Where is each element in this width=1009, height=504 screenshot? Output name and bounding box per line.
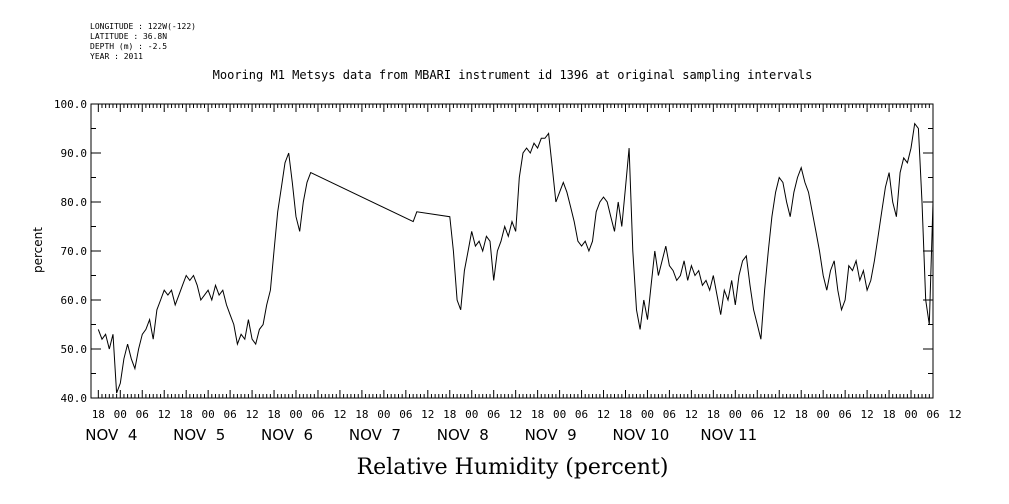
- y-tick-label: 90.0: [61, 147, 88, 160]
- x-tick-label: 18: [267, 408, 280, 421]
- x-day-label: NOV 6: [261, 426, 313, 444]
- chart-title: Mooring M1 Metsys data from MBARI instru…: [212, 68, 813, 82]
- x-tick-label: 12: [158, 408, 171, 421]
- plot-frame: [90, 103, 934, 399]
- y-tick-label: 50.0: [61, 343, 88, 356]
- x-tick-label: 06: [399, 408, 412, 421]
- x-day-label: NOV 5: [173, 426, 225, 444]
- x-tick-label: 12: [685, 408, 698, 421]
- x-tick-label: 06: [926, 408, 939, 421]
- x-tick-label: 00: [553, 408, 566, 421]
- longitude-text: LONGITUDE : 122W(-122): [90, 22, 196, 31]
- x-tick-label: 06: [136, 408, 149, 421]
- x-axis-label: Relative Humidity (percent): [356, 455, 669, 480]
- y-tick-label: 80.0: [61, 196, 88, 209]
- x-tick-label: 06: [311, 408, 324, 421]
- x-tick-label: 00: [289, 408, 302, 421]
- x-day-label: NOV 10: [612, 426, 669, 444]
- x-tick-label: 00: [904, 408, 917, 421]
- x-tick-label: 06: [487, 408, 500, 421]
- x-tick-label: 18: [619, 408, 632, 421]
- x-tick-label: 18: [707, 408, 720, 421]
- y-axis-label: percent: [31, 227, 45, 273]
- x-tick-label: 12: [245, 408, 258, 421]
- x-tick-label: 12: [860, 408, 873, 421]
- x-tick-label: 12: [421, 408, 434, 421]
- depth-text: DEPTH (m) : -2.5: [90, 42, 168, 51]
- x-tick-label: 06: [575, 408, 588, 421]
- x-day-label: NOV 9: [525, 426, 577, 444]
- y-tick-label: 40.0: [61, 392, 88, 405]
- x-tick-label: 12: [509, 408, 522, 421]
- x-day-label: NOV 4: [85, 426, 137, 444]
- x-tick-label: 00: [114, 408, 127, 421]
- x-tick-label: 00: [817, 408, 830, 421]
- x-tick-label: 18: [882, 408, 895, 421]
- x-tick-label: 00: [465, 408, 478, 421]
- x-day-label: NOV 11: [700, 426, 757, 444]
- x-tick-label: 18: [355, 408, 368, 421]
- y-tick-label: 100.0: [54, 98, 87, 111]
- x-tick-label: 12: [333, 408, 346, 421]
- x-tick-label: 12: [948, 408, 961, 421]
- latitude-text: LATITUDE : 36.8N: [90, 32, 168, 41]
- x-tick-label: 06: [223, 408, 236, 421]
- x-tick-label: 00: [377, 408, 390, 421]
- x-day-label: NOV 7: [349, 426, 401, 444]
- y-tick-label: 70.0: [61, 245, 88, 258]
- x-day-label: NOV 8: [437, 426, 489, 444]
- x-tick-label: 06: [663, 408, 676, 421]
- x-tick-label: 12: [773, 408, 786, 421]
- x-tick-label: 12: [597, 408, 610, 421]
- x-tick-label: 00: [729, 408, 742, 421]
- x-tick-label: 18: [795, 408, 808, 421]
- x-tick-label: 18: [180, 408, 193, 421]
- year-text: YEAR : 2011: [90, 52, 143, 61]
- x-tick-label: 00: [202, 408, 215, 421]
- x-tick-label: 18: [92, 408, 105, 421]
- y-tick-label: 60.0: [61, 294, 88, 307]
- x-tick-label: 18: [531, 408, 544, 421]
- x-tick-label: 00: [641, 408, 654, 421]
- x-tick-label: 18: [443, 408, 456, 421]
- metadata-block: LONGITUDE : 122W(-122) LATITUDE : 36.8N …: [90, 22, 196, 62]
- x-tick-label: 06: [839, 408, 852, 421]
- series-line: [97, 122, 934, 394]
- x-tick-label: 06: [751, 408, 764, 421]
